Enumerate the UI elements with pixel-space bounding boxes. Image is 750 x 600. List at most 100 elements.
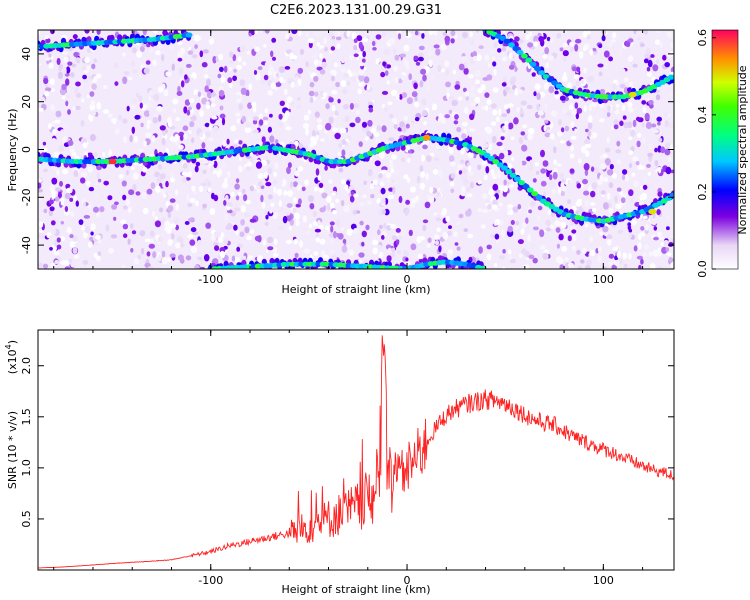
spectrogram-cell	[540, 245, 546, 250]
spectrogram-cell	[271, 37, 277, 43]
spectrogram-cell	[63, 66, 67, 75]
spectrogram-cell	[322, 92, 328, 97]
spectrogram-cell	[582, 30, 588, 38]
spectrogram-cell	[474, 70, 481, 78]
spectrogram-cell	[545, 62, 550, 69]
spectrogram-cell	[286, 211, 291, 216]
spectrogram-cell	[571, 245, 576, 252]
spectrogram-cell	[636, 255, 644, 260]
spectrogram-cell	[53, 239, 58, 247]
spectrogram-cell	[401, 126, 407, 133]
spectrogram-cell	[583, 67, 587, 74]
colorbar-tick-label: 0.0	[696, 260, 709, 278]
spectrogram-cell	[656, 116, 662, 122]
spectrogram-cell	[366, 130, 373, 137]
spectrogram-cell	[199, 109, 204, 117]
spectrogram-cell	[577, 198, 582, 203]
spectrogram-cell	[221, 117, 226, 126]
spectrogram-cell	[472, 50, 478, 58]
spectrogram-cell	[492, 61, 497, 67]
spectrogram-cell	[103, 85, 108, 89]
spectrogram-cell	[629, 162, 633, 169]
spectrogram-cell	[453, 120, 459, 125]
colorbar-tick-label: 0.4	[696, 106, 709, 124]
spectrogram-cell	[642, 215, 648, 220]
spectrogram-cell	[426, 243, 431, 249]
spectrogram-cell	[650, 220, 657, 226]
spectrogram-trace-cell	[542, 74, 550, 80]
spectrogram-cell	[48, 235, 53, 239]
spectrogram-cell	[422, 74, 427, 82]
spectrogram-cell	[295, 82, 299, 89]
spectrogram-cell	[657, 121, 661, 126]
spectrogram-cell	[501, 266, 506, 269]
spectrogram-cell	[424, 201, 431, 209]
spectrogram-cell	[586, 259, 593, 266]
spectrogram-cell	[88, 186, 95, 192]
spectrogram-cell	[283, 190, 288, 196]
spectrogram-cell	[341, 139, 347, 145]
spectrogram-cell	[180, 80, 185, 88]
spectrogram-cell	[145, 132, 152, 138]
spectrogram-cell	[386, 80, 390, 85]
spectrogram-cell	[317, 95, 322, 99]
spectrogram-cell	[331, 75, 335, 82]
spectrogram-cell	[155, 185, 161, 193]
spectrogram-cell	[447, 99, 451, 105]
spectrogram-cell	[211, 192, 215, 200]
spectrogram-cell	[502, 249, 506, 254]
spectrogram-cell	[625, 174, 629, 182]
spectrogram-cell	[525, 34, 530, 40]
spectrogram-cell	[375, 138, 381, 145]
spectrogram-cell	[302, 215, 307, 223]
spectrogram-cell	[426, 84, 432, 92]
spectrogram-cell	[58, 67, 62, 72]
spectrogram-cell	[103, 180, 109, 186]
spectrogram-cell	[606, 169, 614, 176]
spectrogram-cell	[151, 135, 156, 143]
spectrogram-cell	[234, 139, 239, 144]
spectrogram-cell	[391, 247, 396, 253]
spectrogram-cell	[158, 164, 162, 170]
spectrogram-trace-cell	[551, 80, 559, 86]
spectrogram-cell	[577, 158, 582, 164]
spectrogram-cell	[59, 197, 65, 203]
spectrogram-cell	[487, 62, 492, 68]
spectrogram-cell	[612, 247, 619, 251]
spectrogram-cell	[507, 225, 513, 233]
spectrogram-cell	[456, 221, 461, 226]
spectrogram-cell	[252, 116, 259, 121]
spectrogram-cell	[438, 112, 444, 121]
spectrogram-cell	[324, 151, 329, 158]
spectrogram-cell	[423, 121, 427, 126]
snr-multiplier-exp: 4	[4, 344, 13, 349]
spectrogram-cell	[429, 152, 435, 157]
spectrogram-cell	[188, 171, 192, 176]
spectrogram-cell	[660, 242, 665, 246]
spectrogram-cell	[312, 210, 317, 218]
spectrogram-cell	[369, 183, 375, 190]
spectrogram-cell	[645, 121, 652, 130]
spectrogram-cell	[54, 119, 61, 124]
spectrogram-cell	[530, 200, 536, 207]
spectrogram-cell	[612, 105, 616, 112]
spectrogram-cell	[469, 31, 473, 37]
spectrogram-cell	[656, 30, 661, 34]
spectrogram-cell	[181, 171, 187, 176]
spectrogram-cell	[139, 102, 143, 109]
spectrogram-cell	[353, 45, 358, 51]
spectrogram-cell	[123, 233, 128, 238]
spectrogram-cell	[573, 74, 580, 80]
spectrogram-cell	[438, 195, 442, 203]
spectrogram-cell	[451, 99, 458, 107]
spectrogram-cell	[229, 51, 234, 58]
spectrogram-cell	[114, 128, 121, 135]
spectrogram-cell	[589, 48, 594, 56]
spectrogram-cell	[54, 259, 59, 265]
spectrogram-cell	[509, 80, 516, 85]
spectrogram-cell	[293, 238, 299, 245]
spectrogram-cell	[328, 82, 332, 87]
spectrogram-cell	[637, 36, 642, 41]
spectrogram-cell	[307, 110, 312, 115]
spectrogram-cell	[270, 202, 275, 207]
